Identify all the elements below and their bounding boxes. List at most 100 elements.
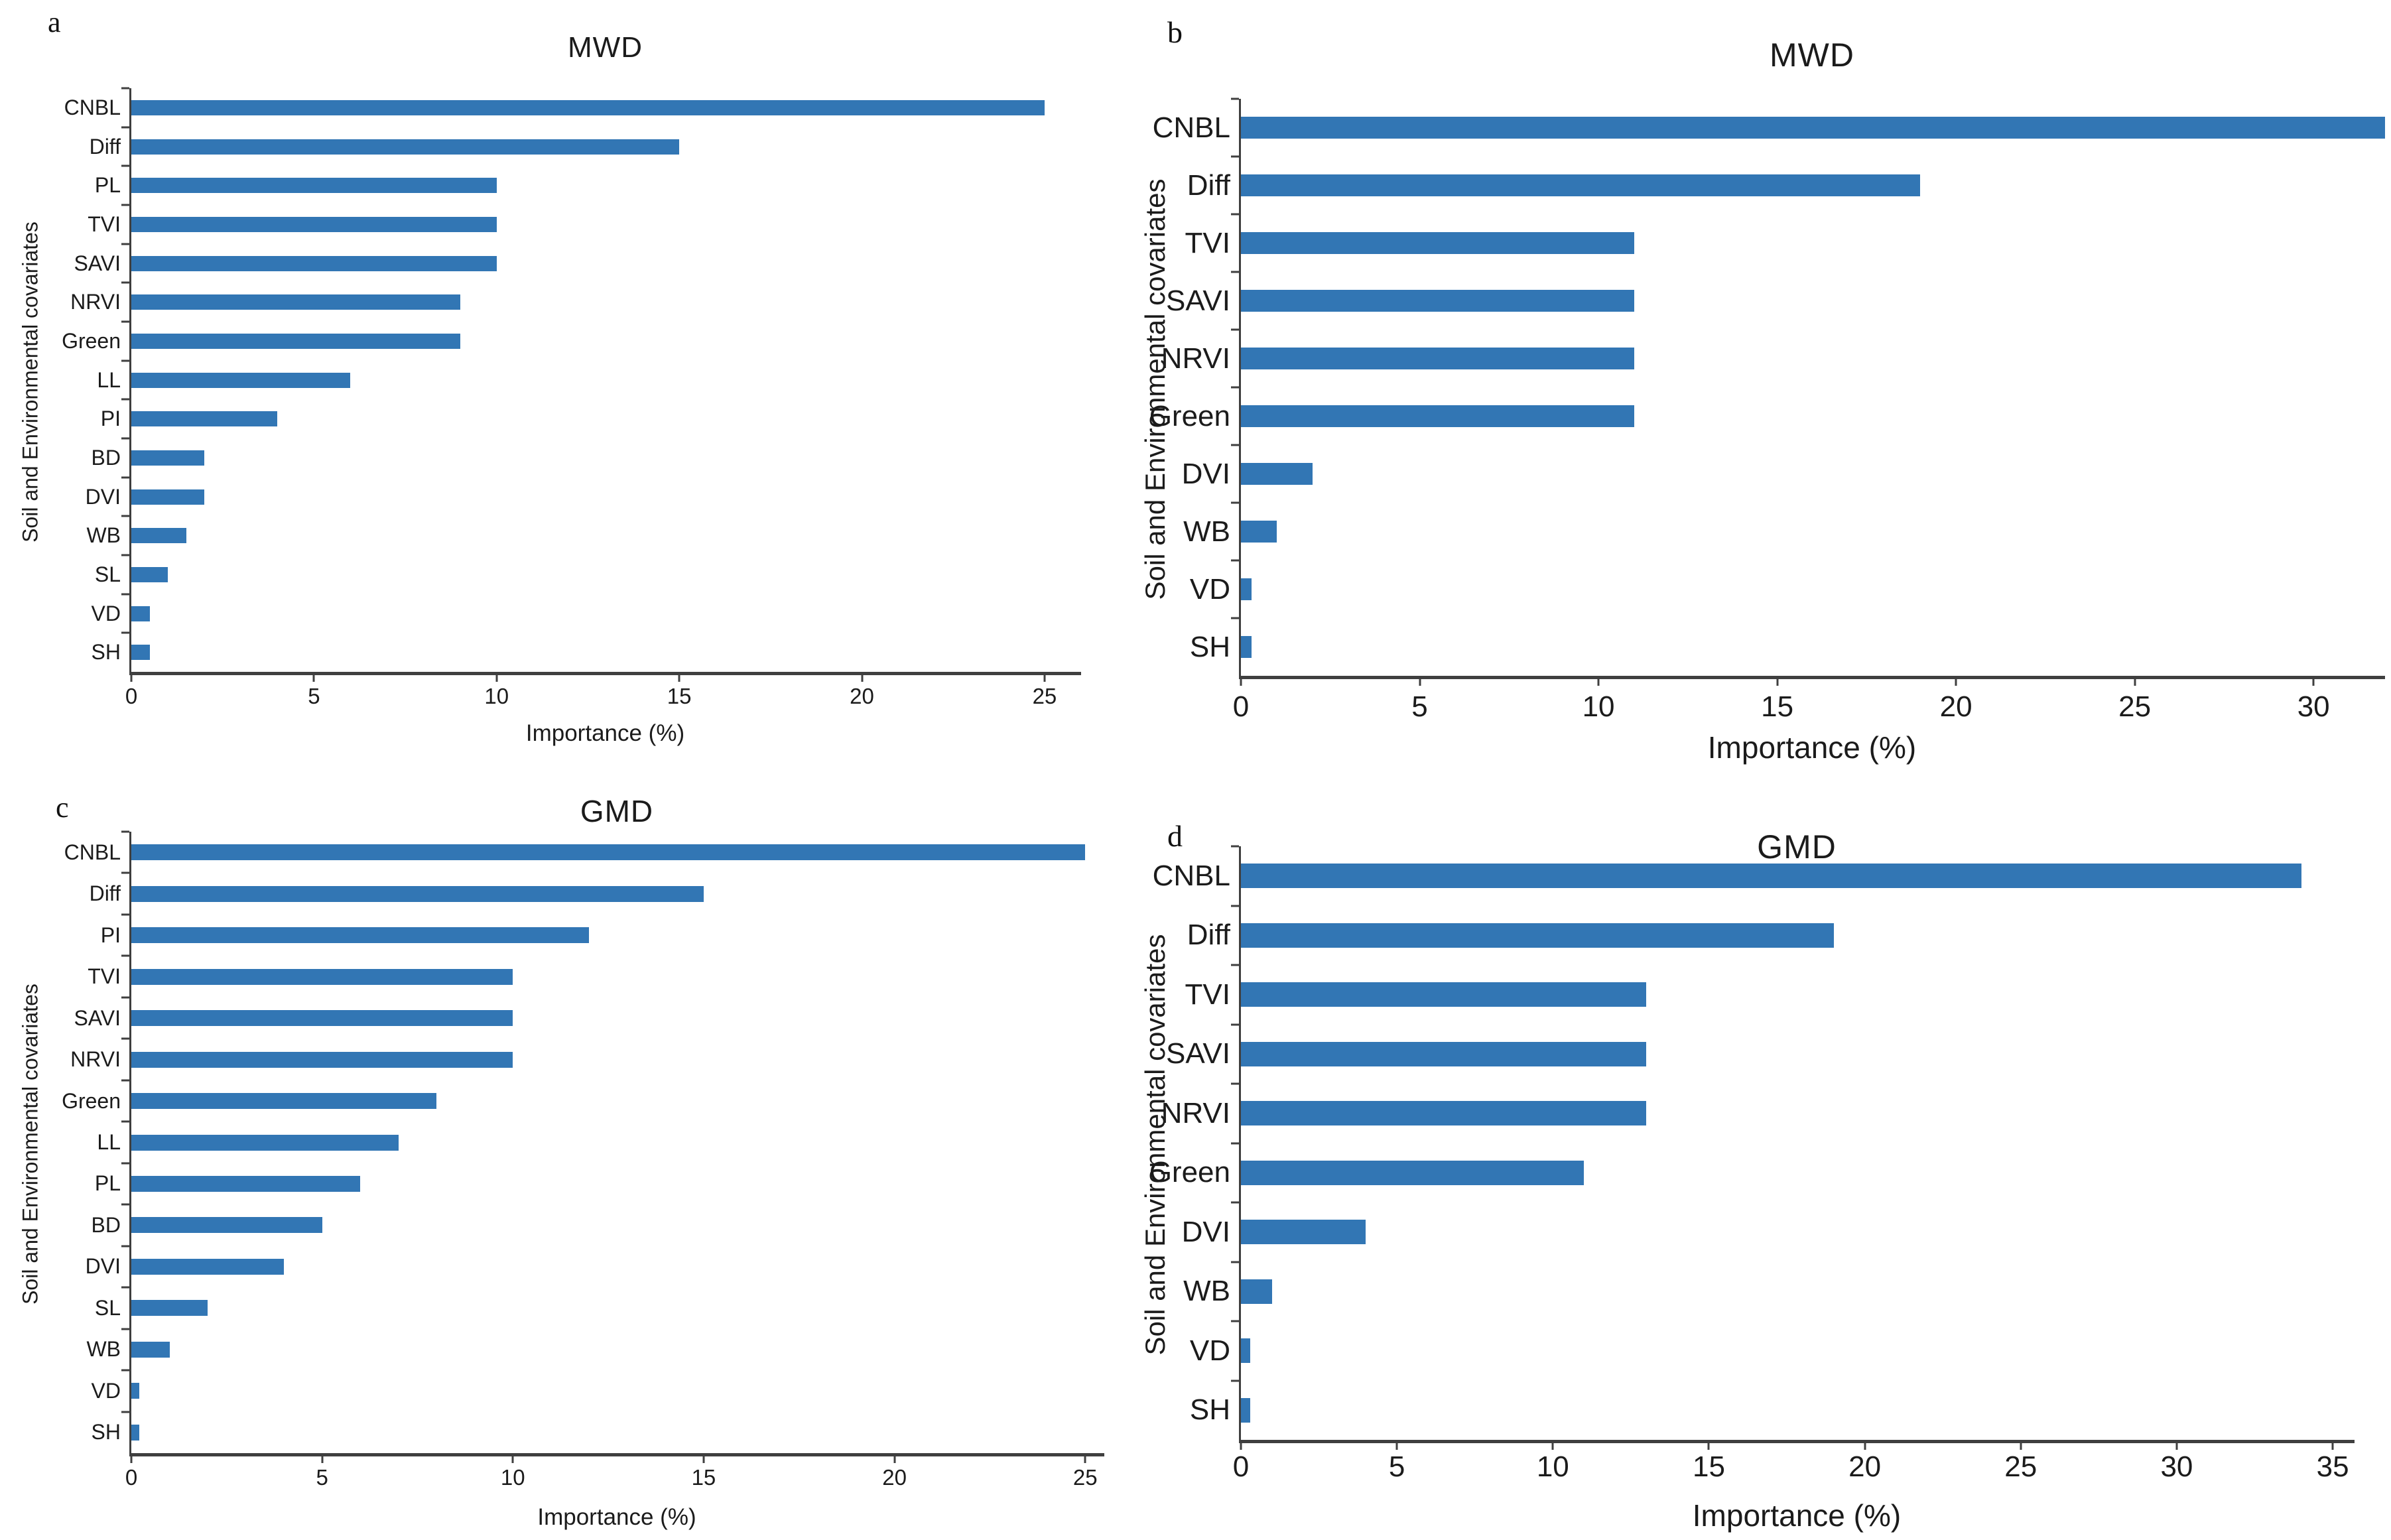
plot-area-b: CNBL Diff TVI SAVI NRVI Green DVI WB VD SH 0 5 10 15 2… <box>1149 97 2385 723</box>
y-axis-tick <box>121 281 129 284</box>
x-axis-tick <box>1597 676 1600 686</box>
category-label-green: Green <box>1149 399 1230 432</box>
y-axis-tick <box>121 87 129 90</box>
y-axis-tick <box>121 1286 129 1289</box>
panel-letter-b: b <box>1167 15 1183 49</box>
bar-nrvi <box>131 294 460 310</box>
bar-tvi <box>131 216 497 232</box>
y-axis-tick <box>1231 155 1239 158</box>
bar-row-sh: SH <box>1190 1381 2355 1441</box>
bar-row-wb: WB <box>1183 503 2385 560</box>
plot-area-c: CNBL Diff PI TVI SAVI NRVI Green LL PL BD DVI SL WB V… <box>62 830 1104 1490</box>
x-axis-tick <box>1395 1440 1398 1450</box>
plot-area-a: CNBL Diff PL TVI SAVI NRVI Green LL PI BD DVI WB SL V… <box>62 87 1081 708</box>
y-axis-tick <box>121 554 129 556</box>
category-label-nrvi: NRVI <box>1161 1096 1230 1129</box>
bar-green <box>131 333 460 349</box>
bar-row-bd: BD <box>92 438 1081 478</box>
bar-row-wb: WB <box>1183 1262 2355 1322</box>
y-axis-tick <box>1231 328 1239 331</box>
bar-wb <box>131 528 186 544</box>
y-axis-tick <box>1231 501 1239 504</box>
bar-row-tvi: TVI <box>88 956 1104 997</box>
x-tick-label-5: 5 <box>1388 1450 1405 1483</box>
x-tick-label-35: 35 <box>2316 1450 2349 1483</box>
bar-sh <box>1241 636 1252 658</box>
x-axis-tick <box>2134 676 2136 686</box>
bar-vd <box>1241 1338 1251 1364</box>
bar-row-dvi: DVI <box>1182 445 2385 503</box>
x-tick-label-0: 0 <box>125 684 138 708</box>
category-label-wb: WB <box>1183 1275 1230 1308</box>
bar-vd <box>1241 578 1252 600</box>
x-axis-tick <box>1240 676 1242 686</box>
bar-pi <box>131 927 590 944</box>
bar-row-sh: SH <box>1190 618 2385 676</box>
x-tick-label-30: 30 <box>2160 1450 2193 1483</box>
y-axis-tick <box>121 1162 129 1165</box>
y-axis-tick <box>121 1245 129 1248</box>
bar-cnbl <box>131 99 1045 115</box>
bar-ll <box>131 372 351 388</box>
bar-row-dvi: DVI <box>1182 1202 2355 1262</box>
bar-row-cnbl: CNBL <box>64 832 1104 873</box>
category-label-sl: SL <box>94 562 121 586</box>
x-axis-tick <box>321 1453 324 1463</box>
y-axis-tick <box>1231 964 1239 966</box>
x-axis-tick <box>2312 676 2315 686</box>
category-label-savi: SAVI <box>1165 1037 1230 1070</box>
bar-row-diff: Diff <box>90 873 1104 914</box>
panel-letter-c: c <box>56 791 69 824</box>
category-label-wb: WB <box>1183 515 1230 548</box>
y-axis-tick <box>121 996 129 999</box>
category-label-ll: LL <box>97 367 121 392</box>
x-tick-label-20: 20 <box>850 684 874 708</box>
x-axis-label-c: Importance (%) <box>537 1504 696 1530</box>
chart-title-c: GMD <box>580 794 654 828</box>
bar-diff <box>131 139 680 155</box>
x-axis-tick <box>2331 1440 2334 1450</box>
category-label-savi: SAVI <box>74 251 121 275</box>
bar-row-ll: LL <box>97 1122 1104 1163</box>
bar-row-savi: SAVI <box>74 244 1081 283</box>
x-tick-label-10: 10 <box>484 684 509 708</box>
bar-row-diff: Diff <box>1187 906 2355 966</box>
bar-row-tvi: TVI <box>1185 965 2355 1025</box>
bar-green <box>131 1093 437 1110</box>
category-label-diff: Diff <box>1187 168 1230 202</box>
bar-pl <box>131 178 497 194</box>
category-label-wb: WB <box>86 523 121 548</box>
category-label-dvi: DVI <box>1181 1215 1230 1248</box>
x-axis-tick <box>1419 676 1421 686</box>
bar-row-nrvi: NRVI <box>1161 330 2385 387</box>
category-label-ll: LL <box>97 1130 121 1155</box>
y-axis-tick <box>121 830 129 833</box>
x-tick-label-5: 5 <box>308 684 320 708</box>
x-tick-label-0: 0 <box>1232 690 1250 723</box>
y-axis-tick <box>121 1203 129 1206</box>
y-axis-tick <box>121 954 129 957</box>
category-label-tvi: TVI <box>1185 226 1230 259</box>
chart-title-d: GMD <box>1757 828 1837 866</box>
x-axis-tick <box>312 672 315 682</box>
y-axis-tick <box>121 437 129 440</box>
category-label-sl: SL <box>94 1295 121 1320</box>
y-axis-tick <box>1231 617 1239 619</box>
y-axis-tick <box>121 398 129 401</box>
bar-row-cnbl: CNBL <box>1153 846 2355 906</box>
chart-title-a: MWD <box>568 31 643 64</box>
category-label-tvi: TVI <box>1185 978 1230 1011</box>
bar-sl <box>131 566 168 582</box>
category-label-cnbl: CNBL <box>1152 859 1230 892</box>
x-tick-label-25: 25 <box>1072 1465 1098 1490</box>
y-axis-tick <box>121 164 129 167</box>
bar-nrvi <box>1241 1101 1647 1126</box>
x-axis-tick <box>511 1453 514 1463</box>
x-tick-label-30: 30 <box>2297 690 2330 723</box>
category-label-sh: SH <box>1189 630 1230 663</box>
bar-row-sh: SH <box>92 633 1081 672</box>
bar-row-vd: VD <box>92 1370 1104 1411</box>
bar-cnbl <box>1241 117 2385 139</box>
